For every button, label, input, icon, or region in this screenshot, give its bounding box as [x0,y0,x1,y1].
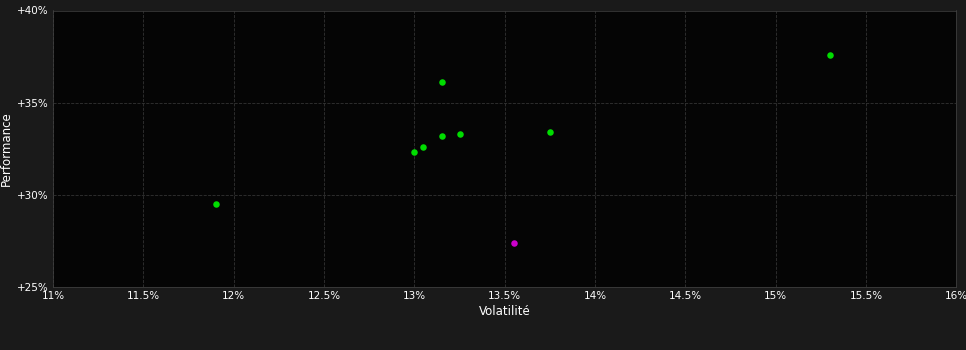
Point [407,150,422,155]
Point [506,240,522,246]
Point [542,130,557,135]
Point [452,131,468,137]
Y-axis label: Performance: Performance [0,111,14,186]
Point [434,79,449,85]
X-axis label: Volatilité: Volatilité [479,305,530,318]
Point [208,201,223,207]
Point [415,144,431,150]
Point [822,52,838,57]
Point [434,133,449,139]
